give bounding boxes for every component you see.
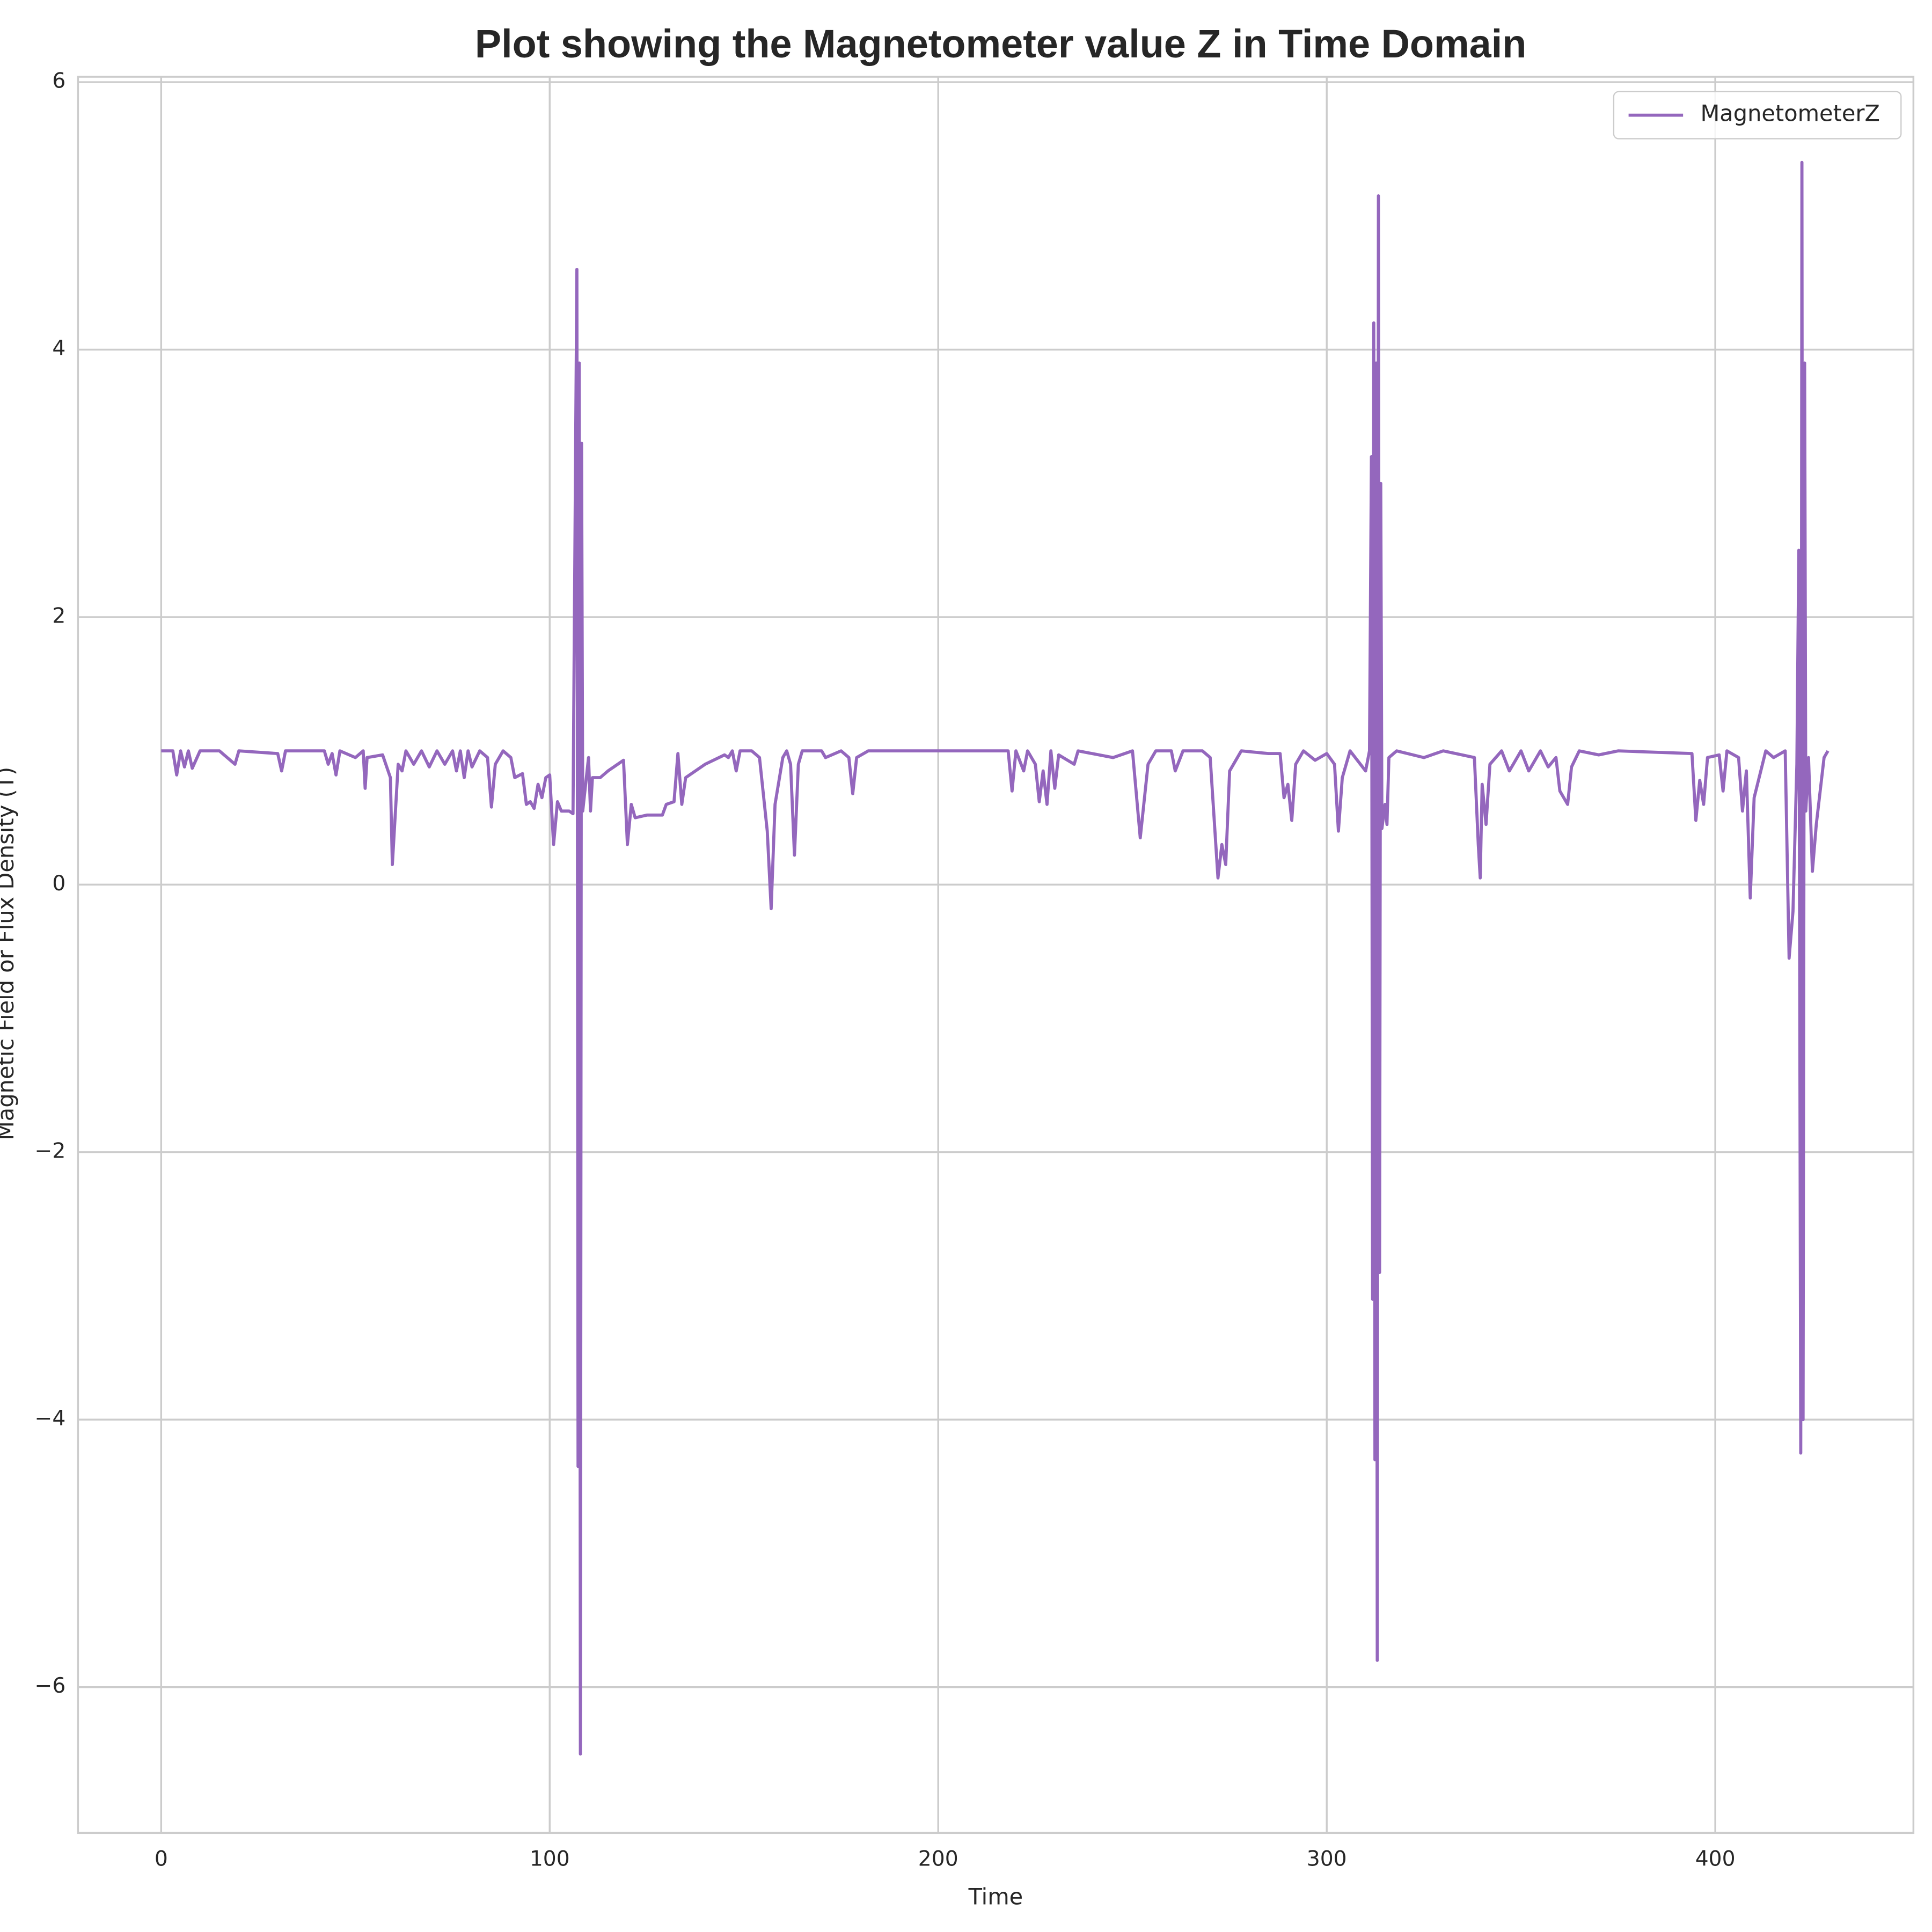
- y-tick-label: 6: [52, 69, 65, 93]
- x-tick-label: 400: [1695, 1847, 1736, 1871]
- y-tick-label: −6: [34, 1674, 65, 1698]
- y-tick-label: 2: [52, 604, 65, 628]
- y-axis-label: Magnetic Field or Flux Density (T): [0, 767, 19, 1140]
- y-tick-label: 0: [52, 872, 65, 896]
- x-axis-label: Time: [968, 1884, 1023, 1910]
- x-tick-label: 0: [155, 1847, 168, 1871]
- x-tick-label: 100: [530, 1847, 570, 1871]
- chart-title: Plot showing the Magnetometer value Z in…: [475, 21, 1526, 66]
- x-tick-label: 300: [1307, 1847, 1347, 1871]
- data-line: [161, 160, 1829, 1756]
- y-tick-label: 4: [52, 336, 65, 361]
- legend-box: [1613, 91, 1902, 140]
- y-tick-label: −4: [34, 1407, 65, 1431]
- legend-label: MagnetometerZ: [1700, 100, 1879, 127]
- y-tick-label: −2: [34, 1139, 65, 1163]
- plot-frame: [77, 76, 1915, 1834]
- x-tick-label: 200: [918, 1847, 958, 1871]
